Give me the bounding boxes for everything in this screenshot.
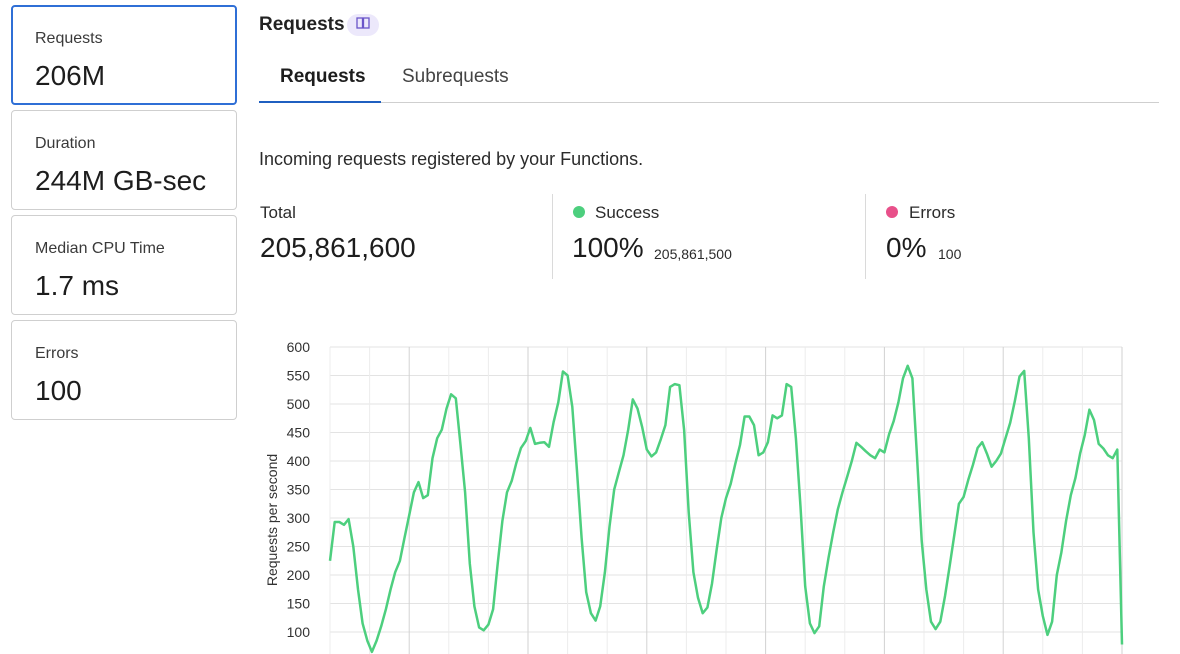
y-tick-label: 100 — [287, 624, 311, 640]
active-tab-indicator — [259, 101, 381, 103]
y-tick-label: 600 — [287, 339, 311, 355]
y-tick-label: 350 — [287, 482, 311, 498]
metric-label: Errors — [35, 345, 79, 362]
y-tick-label: 150 — [287, 596, 311, 612]
series-line — [328, 364, 1124, 654]
tab-requests[interactable]: Requests — [280, 66, 366, 87]
tab-subrequests[interactable]: Subrequests — [402, 66, 509, 87]
y-axis-ticks: 100 150 200 250 300 350 400 450 500 550 600 — [287, 339, 311, 640]
metric-value: 206M — [35, 60, 106, 91]
errors-percent: 0% — [886, 232, 927, 263]
y-tick-label: 300 — [287, 510, 311, 526]
errors-count: 100 — [938, 246, 962, 262]
requests-chart: 100 150 200 250 300 350 400 450 500 550 600 Reques… — [264, 339, 1124, 654]
section-description: Incoming requests registered by your Fun… — [259, 149, 644, 169]
errors-dot-icon — [886, 206, 898, 218]
metric-value: 100 — [35, 375, 82, 406]
y-axis-label: Requests per second — [264, 454, 280, 586]
metric-label: Requests — [35, 30, 103, 47]
total-value: 205,861,600 — [260, 232, 416, 263]
metric-card-errors[interactable]: Errors 100 — [11, 320, 237, 420]
y-tick-label: 400 — [287, 453, 311, 469]
divider — [552, 194, 553, 279]
book-icon — [356, 16, 370, 34]
chart-grid — [329, 346, 1123, 654]
divider — [865, 194, 866, 279]
metric-label: Median CPU Time — [35, 240, 165, 257]
chart-series — [328, 364, 1124, 654]
y-tick-label: 550 — [287, 368, 311, 384]
y-tick-label: 200 — [287, 567, 311, 583]
metric-value: 1.7 ms — [35, 270, 120, 301]
metric-card-median-cpu-time[interactable]: Median CPU Time 1.7 ms — [11, 215, 237, 315]
y-tick-label: 500 — [287, 396, 311, 412]
success-dot-icon — [573, 206, 585, 218]
success-count: 205,861,500 — [654, 246, 732, 262]
metric-value: 244M GB-sec — [35, 165, 207, 196]
y-tick-label: 250 — [287, 539, 311, 555]
metric-card-duration[interactable]: Duration 244M GB-sec — [11, 110, 237, 210]
success-percent: 100% — [572, 232, 644, 263]
metric-label: Duration — [35, 135, 96, 152]
y-tick-label: 450 — [287, 425, 311, 441]
success-label: Success — [595, 203, 660, 222]
page-title: Requests — [259, 14, 345, 35]
total-label: Total — [260, 203, 296, 222]
tab-divider — [259, 102, 1159, 103]
errors-label: Errors — [909, 203, 956, 222]
metric-card-requests[interactable]: Requests 206M — [11, 5, 237, 105]
docs-button[interactable] — [347, 14, 379, 36]
